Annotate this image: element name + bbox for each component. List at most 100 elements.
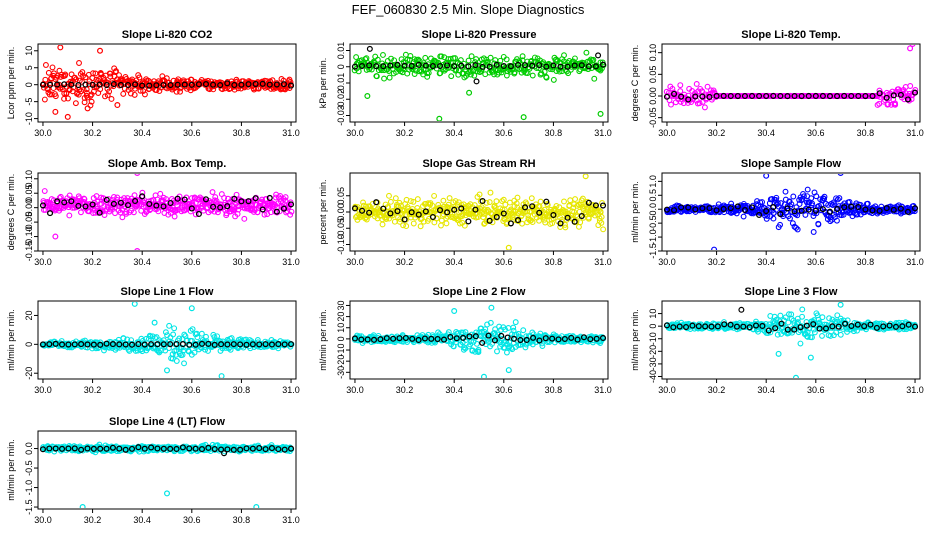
highlight-point xyxy=(542,335,549,342)
highlight-point xyxy=(741,92,748,100)
y-tick-label: -0.05 xyxy=(24,212,34,233)
highlight-point xyxy=(890,92,897,99)
data-point xyxy=(187,208,194,215)
data-point xyxy=(490,214,496,221)
data-point xyxy=(462,329,469,336)
highlight-point xyxy=(245,81,252,88)
x-tick-label: 30.2 xyxy=(84,385,102,395)
highlight-point xyxy=(167,445,174,452)
data-point xyxy=(520,327,527,334)
data-point xyxy=(241,215,248,222)
data-point xyxy=(455,67,462,74)
y-axis-label: degrees C per min. xyxy=(6,174,16,251)
highlight-point xyxy=(791,326,798,333)
highlight-point xyxy=(61,81,68,88)
highlight-point xyxy=(770,204,777,211)
data-point xyxy=(475,349,482,356)
x-tick-label: 30.2 xyxy=(84,257,102,267)
points-group xyxy=(351,45,607,121)
data-point xyxy=(113,68,119,75)
data-point xyxy=(363,203,370,210)
highlight-point xyxy=(238,81,245,88)
data-point xyxy=(173,358,180,364)
chart-panel: Slope Li-820 Temp.30.0 30.2 30.4 30.6 30.8 31… xyxy=(630,29,924,138)
highlight-point xyxy=(500,62,507,70)
highlight-point xyxy=(167,81,174,89)
highlight-point xyxy=(486,63,493,70)
highlight-point xyxy=(366,62,373,69)
data-point xyxy=(121,85,128,92)
data-point xyxy=(529,72,536,79)
highlight-point xyxy=(536,337,543,344)
outlier-point xyxy=(151,319,158,326)
highlight-point xyxy=(841,204,848,211)
data-point xyxy=(261,211,268,218)
highlight-point xyxy=(366,209,373,216)
x-tick-label: 30.6 xyxy=(183,385,201,395)
data-point xyxy=(86,81,93,88)
data-point xyxy=(770,209,777,216)
highlight-point xyxy=(734,203,741,210)
highlight-point xyxy=(351,63,359,70)
highlight-point xyxy=(890,206,897,213)
highlight-point xyxy=(358,62,366,70)
data-point xyxy=(755,328,761,335)
data-point xyxy=(440,197,447,204)
data-point xyxy=(171,213,178,220)
data-point xyxy=(486,199,493,206)
data-point xyxy=(704,83,711,90)
data-point xyxy=(677,82,684,89)
highlight-point xyxy=(593,335,600,342)
data-point xyxy=(591,75,598,82)
data-point xyxy=(493,198,500,205)
outlier-point xyxy=(582,174,589,180)
data-point xyxy=(885,101,892,108)
data-point xyxy=(777,312,784,319)
highlight-point xyxy=(249,445,256,452)
highlight-point xyxy=(71,341,78,348)
data-point xyxy=(473,329,480,336)
x-tick-label: 31.0 xyxy=(282,385,300,395)
x-tick-label: 30.4 xyxy=(445,257,463,267)
highlight-point xyxy=(103,445,110,452)
y-tick-label: -0.05 xyxy=(336,218,346,239)
highlight-point xyxy=(280,205,288,212)
highlight-point xyxy=(770,92,777,99)
data-point xyxy=(790,193,797,200)
highlight-point xyxy=(466,333,473,340)
points-group xyxy=(39,174,295,250)
highlight-point xyxy=(663,206,671,213)
x-tick-label: 30.8 xyxy=(233,515,251,525)
highlight-point xyxy=(394,208,401,215)
highlight-point xyxy=(408,62,415,69)
highlight-point xyxy=(109,444,116,451)
highlight-point xyxy=(536,209,543,216)
outlier-point xyxy=(97,47,104,54)
data-point xyxy=(191,349,198,356)
data-point xyxy=(76,60,82,66)
data-point xyxy=(598,213,605,220)
data-point xyxy=(90,70,96,77)
x-tick-label: 30.8 xyxy=(545,257,563,267)
x-tick-label: 30.6 xyxy=(495,257,513,267)
highlight-point xyxy=(52,445,59,452)
data-point xyxy=(194,334,201,341)
data-point xyxy=(160,337,167,344)
data-point xyxy=(668,101,674,108)
outlier-point xyxy=(79,504,86,508)
data-point xyxy=(550,76,557,83)
data-point xyxy=(110,194,117,200)
data-point xyxy=(782,314,789,321)
y-axis-label: ml/min per min. xyxy=(318,309,328,371)
highlight-point xyxy=(886,322,893,329)
highlight-point xyxy=(231,195,238,202)
highlight-point xyxy=(904,96,911,103)
outlier-point xyxy=(188,305,195,312)
data-point xyxy=(473,56,480,63)
y-tick-label: -1.0 xyxy=(24,480,34,496)
highlight-point xyxy=(153,202,160,209)
highlight-point xyxy=(670,324,677,331)
data-point xyxy=(425,69,432,76)
highlight-point xyxy=(777,92,784,100)
data-point xyxy=(544,201,551,208)
